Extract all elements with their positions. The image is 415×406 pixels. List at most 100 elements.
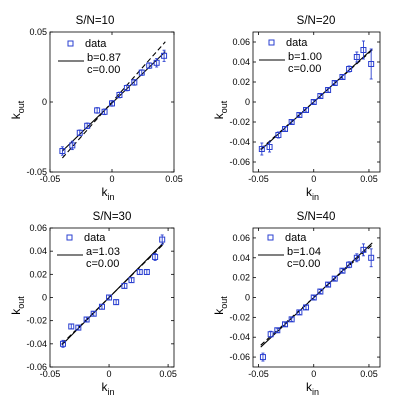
y-tick-label: -0.02 (229, 312, 250, 322)
data-point (339, 267, 346, 274)
data-point (360, 47, 367, 53)
data-point (152, 253, 159, 260)
legend: data b=1.04c=0.00 (258, 232, 321, 270)
chart-title: S/N=10 (76, 15, 115, 27)
y-tick-label: -0.04 (229, 137, 250, 147)
legend-label: data (84, 232, 106, 244)
data-point (310, 99, 317, 105)
data-point (258, 146, 265, 152)
y-tick-label: 0.04 (232, 253, 250, 263)
data-point (153, 59, 160, 66)
y-tick-label: 0 (42, 293, 47, 303)
data-point (116, 92, 123, 98)
legend-fit-label: c=0.00 (86, 258, 119, 270)
data-point (296, 112, 303, 118)
x-tick-label: -0.05 (248, 174, 269, 184)
x-tick-label: 0 (311, 174, 316, 184)
data-point (282, 126, 289, 132)
data-point (138, 69, 145, 76)
y-tick-label: 0 (245, 97, 250, 107)
data-point (346, 261, 353, 268)
y-tick-label: -0.02 (26, 316, 47, 326)
y-tick-label: 0.02 (29, 269, 47, 279)
data-point (84, 122, 91, 129)
data-point (266, 144, 273, 150)
data-point (353, 54, 360, 60)
data-point (123, 85, 130, 91)
x-axis-label: kin (306, 185, 319, 202)
chart-panel-1: S/N=10 -0.05 0 0.05 -0.05 0 0.05 kin kout data b=0… (9, 15, 183, 202)
y-tick-label: 0.04 (29, 246, 47, 256)
data-point (317, 93, 324, 99)
legend-marker (67, 40, 74, 47)
data-point (146, 62, 153, 69)
y-tick-label: -0.02 (229, 117, 250, 127)
chart-title: S/N=20 (297, 15, 336, 27)
legend-label: data (85, 38, 107, 50)
legend-fit-label: c=0.00 (287, 258, 320, 270)
x-tick-label: 0 (311, 369, 316, 379)
data-point (325, 281, 332, 288)
data-point (101, 108, 108, 115)
data-point (317, 288, 324, 295)
data-point (161, 52, 168, 59)
legend-fit-label: c=0.00 (87, 64, 120, 76)
y-tick-label: 0.04 (232, 57, 250, 67)
data-point (296, 309, 303, 316)
x-axis-label: kin (101, 380, 114, 397)
x-tick-label: 0.05 (360, 369, 378, 379)
x-tick-label: 0 (109, 174, 114, 184)
data-point (274, 327, 281, 334)
y-axis-label: kout (212, 100, 229, 119)
legend-label: data (286, 37, 308, 49)
data-point (69, 142, 76, 149)
x-axis-label: kin (306, 380, 319, 397)
data-point (159, 236, 166, 243)
data-point (113, 299, 120, 306)
data-point (360, 246, 367, 253)
data-point (109, 100, 115, 107)
legend-fit-label: c=0.00 (288, 63, 321, 75)
data-point (331, 275, 338, 282)
x-axis-label: kin (101, 185, 114, 202)
data-point (288, 316, 295, 323)
legend: data a=1.03c=0.00 (57, 232, 120, 270)
data-point (288, 119, 295, 125)
y-tick-label: 0.06 (232, 233, 250, 243)
data-point (303, 107, 310, 113)
data-point (303, 304, 310, 311)
data-point (68, 323, 75, 330)
y-tick-label: 0.06 (232, 37, 250, 47)
y-tick-label: -0.04 (229, 332, 250, 342)
data-point (94, 107, 101, 114)
y-tick-label: 0.05 (29, 27, 47, 37)
legend-marker (267, 234, 274, 241)
data-point (136, 269, 143, 276)
y-tick-label: -0.06 (229, 157, 250, 167)
data-point (275, 132, 282, 138)
data-point (98, 303, 105, 310)
x-tick-label: 0.05 (165, 174, 183, 184)
y-axis-label: kout (9, 296, 26, 315)
data-point (353, 254, 360, 261)
data-point (267, 331, 274, 338)
legend: data b=0.87c=0.00 (58, 38, 121, 76)
data-point (128, 277, 135, 284)
y-axis-label: kout (9, 100, 26, 119)
chart-title: S/N=40 (297, 211, 336, 223)
x-tick-label: 0.05 (360, 174, 378, 184)
data-point (121, 282, 128, 289)
data-point (59, 340, 66, 347)
data-point (325, 87, 332, 93)
y-tick-label: 0.02 (232, 77, 250, 87)
y-tick-label: 0.06 (29, 223, 47, 233)
y-tick-label: -0.05 (26, 167, 47, 177)
chart-title: S/N=30 (93, 211, 132, 223)
legend-fit-label: b=1.00 (288, 51, 322, 63)
data-point (282, 321, 289, 328)
data-point (310, 294, 317, 301)
legend-fit-label: b=1.04 (287, 246, 321, 258)
data-point (106, 294, 113, 301)
y-tick-label: -0.06 (229, 352, 250, 362)
